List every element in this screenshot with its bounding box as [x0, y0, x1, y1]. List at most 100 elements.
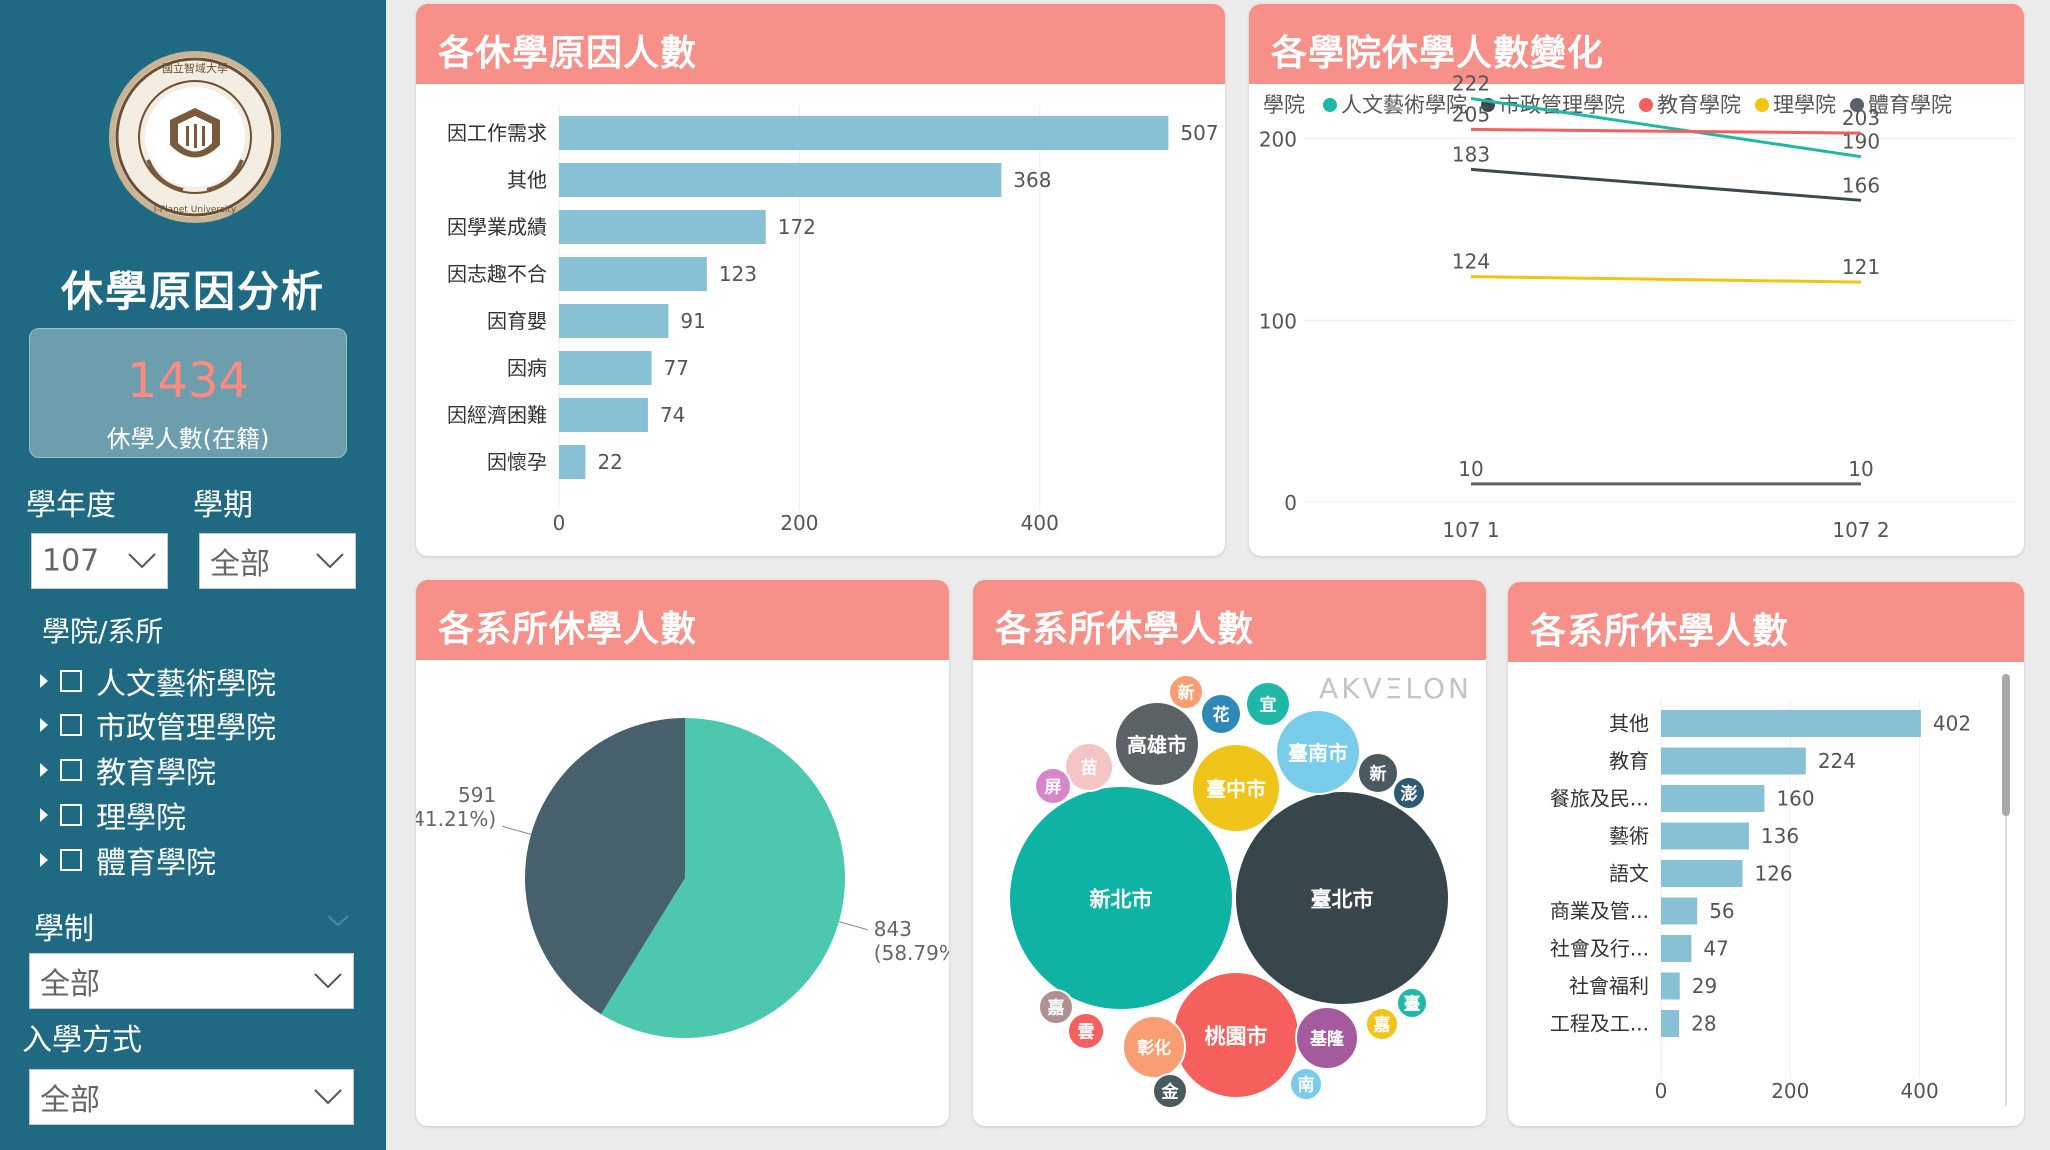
bubble-label: 新 [1370, 764, 1387, 785]
college-item-label: 市政管理學院 [96, 711, 276, 746]
caret-right-icon[interactable] [40, 763, 48, 777]
bubble-label: 高雄市 [1127, 733, 1187, 757]
slice-pct-label: (58.79%) [874, 941, 949, 965]
bubble [1034, 767, 1072, 805]
bubble-label: 宜 [1260, 695, 1277, 716]
college-item-education[interactable]: 教育學院 [40, 750, 216, 791]
year-dropdown-value: 107 [42, 543, 100, 579]
data-label: 402 [1933, 712, 1971, 736]
bubble-label: 花 [1213, 705, 1230, 726]
bubble [1191, 743, 1281, 833]
chevron-down-icon [314, 973, 342, 989]
caret-right-icon[interactable] [40, 808, 48, 822]
checkbox[interactable] [60, 670, 82, 692]
bubble-label: 臺北市 [1311, 888, 1374, 912]
kpi-card: 1434 休學人數(在籍) [29, 328, 347, 458]
category-label: 語文 [1609, 862, 1649, 886]
x-tick-label: 0 [553, 511, 566, 535]
card-header [1508, 582, 2024, 662]
x-tick-label: 200 [1771, 1079, 1809, 1103]
data-label: 222 [1452, 72, 1490, 96]
category-label: 藝術 [1609, 824, 1649, 848]
year-label: 學年度 [26, 488, 116, 523]
caret-right-icon[interactable] [40, 853, 48, 867]
checkbox[interactable] [60, 849, 82, 871]
system-dropdown-value: 全部 [40, 967, 100, 1002]
college-item-humanities[interactable]: 人文藝術學院 [40, 661, 276, 702]
legend-entry: 理學院 [1773, 93, 1836, 117]
bar [1661, 822, 1749, 850]
bubble [1365, 1007, 1399, 1041]
bubble-label: 桃園市 [1205, 1025, 1268, 1049]
akvelon-watermark: AKVΞLON [1319, 672, 1472, 705]
college-item-label: 理學院 [96, 801, 186, 836]
svg-text:I-Planet University: I-Planet University [154, 205, 237, 215]
scrollbar-track [2005, 816, 2007, 1106]
dept-bar-chart: 0 200 400 其他 402 教育 224 餐旅及民... 160 藝術 136 語文 126 商業及… [1550, 700, 1971, 1103]
category-label: 社會及行... [1550, 937, 1649, 961]
college-item-sports[interactable]: 體育學院 [40, 840, 216, 881]
y-tick-label: 0 [1284, 491, 1297, 515]
data-label: 10 [1458, 457, 1483, 481]
card-title: 各系所休學人數 [1530, 611, 1790, 652]
bubble-label: 臺南市 [1288, 741, 1348, 765]
category-label: 因工作需求 [447, 121, 547, 145]
category-label: 其他 [507, 168, 547, 192]
bubble [1357, 752, 1399, 794]
card-header [1249, 4, 2024, 84]
data-label: 74 [660, 403, 685, 427]
card-header [416, 4, 1225, 84]
category-label: 因病 [507, 356, 547, 380]
caret-right-icon[interactable] [40, 718, 48, 732]
bubble [1396, 987, 1428, 1019]
bubble [1275, 709, 1361, 795]
data-label: 22 [597, 450, 622, 474]
data-label: 121 [1842, 255, 1880, 279]
legend-entry: 教育學院 [1657, 93, 1741, 117]
legend-marker [1639, 98, 1653, 112]
category-label: 因育嬰 [487, 309, 547, 333]
chevron-down-icon [316, 553, 344, 569]
term-dropdown[interactable]: 全部 [199, 533, 356, 589]
data-label: 136 [1761, 824, 1799, 848]
caret-right-icon[interactable] [40, 674, 48, 688]
chevron-down-icon [314, 1089, 342, 1105]
slice-value-label: 843 [874, 917, 912, 941]
checkbox[interactable] [60, 714, 82, 736]
checkbox[interactable] [60, 759, 82, 781]
system-dropdown[interactable]: 全部 [29, 953, 354, 1009]
data-label: 172 [778, 215, 816, 239]
bubble-label: 雲 [1078, 1023, 1095, 1043]
admission-dropdown[interactable]: 全部 [29, 1069, 354, 1125]
legend-marker [1850, 98, 1864, 112]
series-line [1470, 275, 1862, 284]
card-title: 各系所休學人數 [995, 609, 1255, 650]
data-label: 29 [1692, 974, 1717, 998]
checkbox[interactable] [60, 804, 82, 826]
bar [1661, 785, 1765, 812]
bubble-label: 嘉 [1373, 1015, 1391, 1036]
x-tick-label: 0 [1655, 1079, 1668, 1103]
bar [1661, 935, 1692, 962]
category-label: 餐旅及民... [1550, 787, 1649, 811]
scrollbar[interactable] [2002, 674, 2010, 816]
bar [559, 257, 707, 291]
leader-line [838, 921, 868, 931]
chevron-down-icon[interactable] [326, 914, 350, 928]
bubble [1168, 674, 1204, 710]
college-item-label: 人文藝術學院 [96, 667, 276, 702]
leader-line [502, 825, 532, 835]
college-item-science[interactable]: 理學院 [40, 795, 186, 836]
bar [559, 351, 652, 385]
college-item-municipal[interactable]: 市政管理學院 [40, 705, 276, 746]
dept-pie-chart: 843(58.79%) 591(41.21%) [416, 718, 949, 1038]
bubble [1114, 701, 1200, 787]
year-dropdown[interactable]: 107 [31, 533, 168, 589]
data-label: 124 [1452, 250, 1490, 274]
pie-slice [525, 718, 685, 1015]
legend-marker [1323, 98, 1337, 112]
bar [559, 398, 648, 432]
data-label: 507 [1180, 121, 1218, 145]
bubble [1234, 790, 1450, 1006]
bubble [1295, 1006, 1359, 1070]
